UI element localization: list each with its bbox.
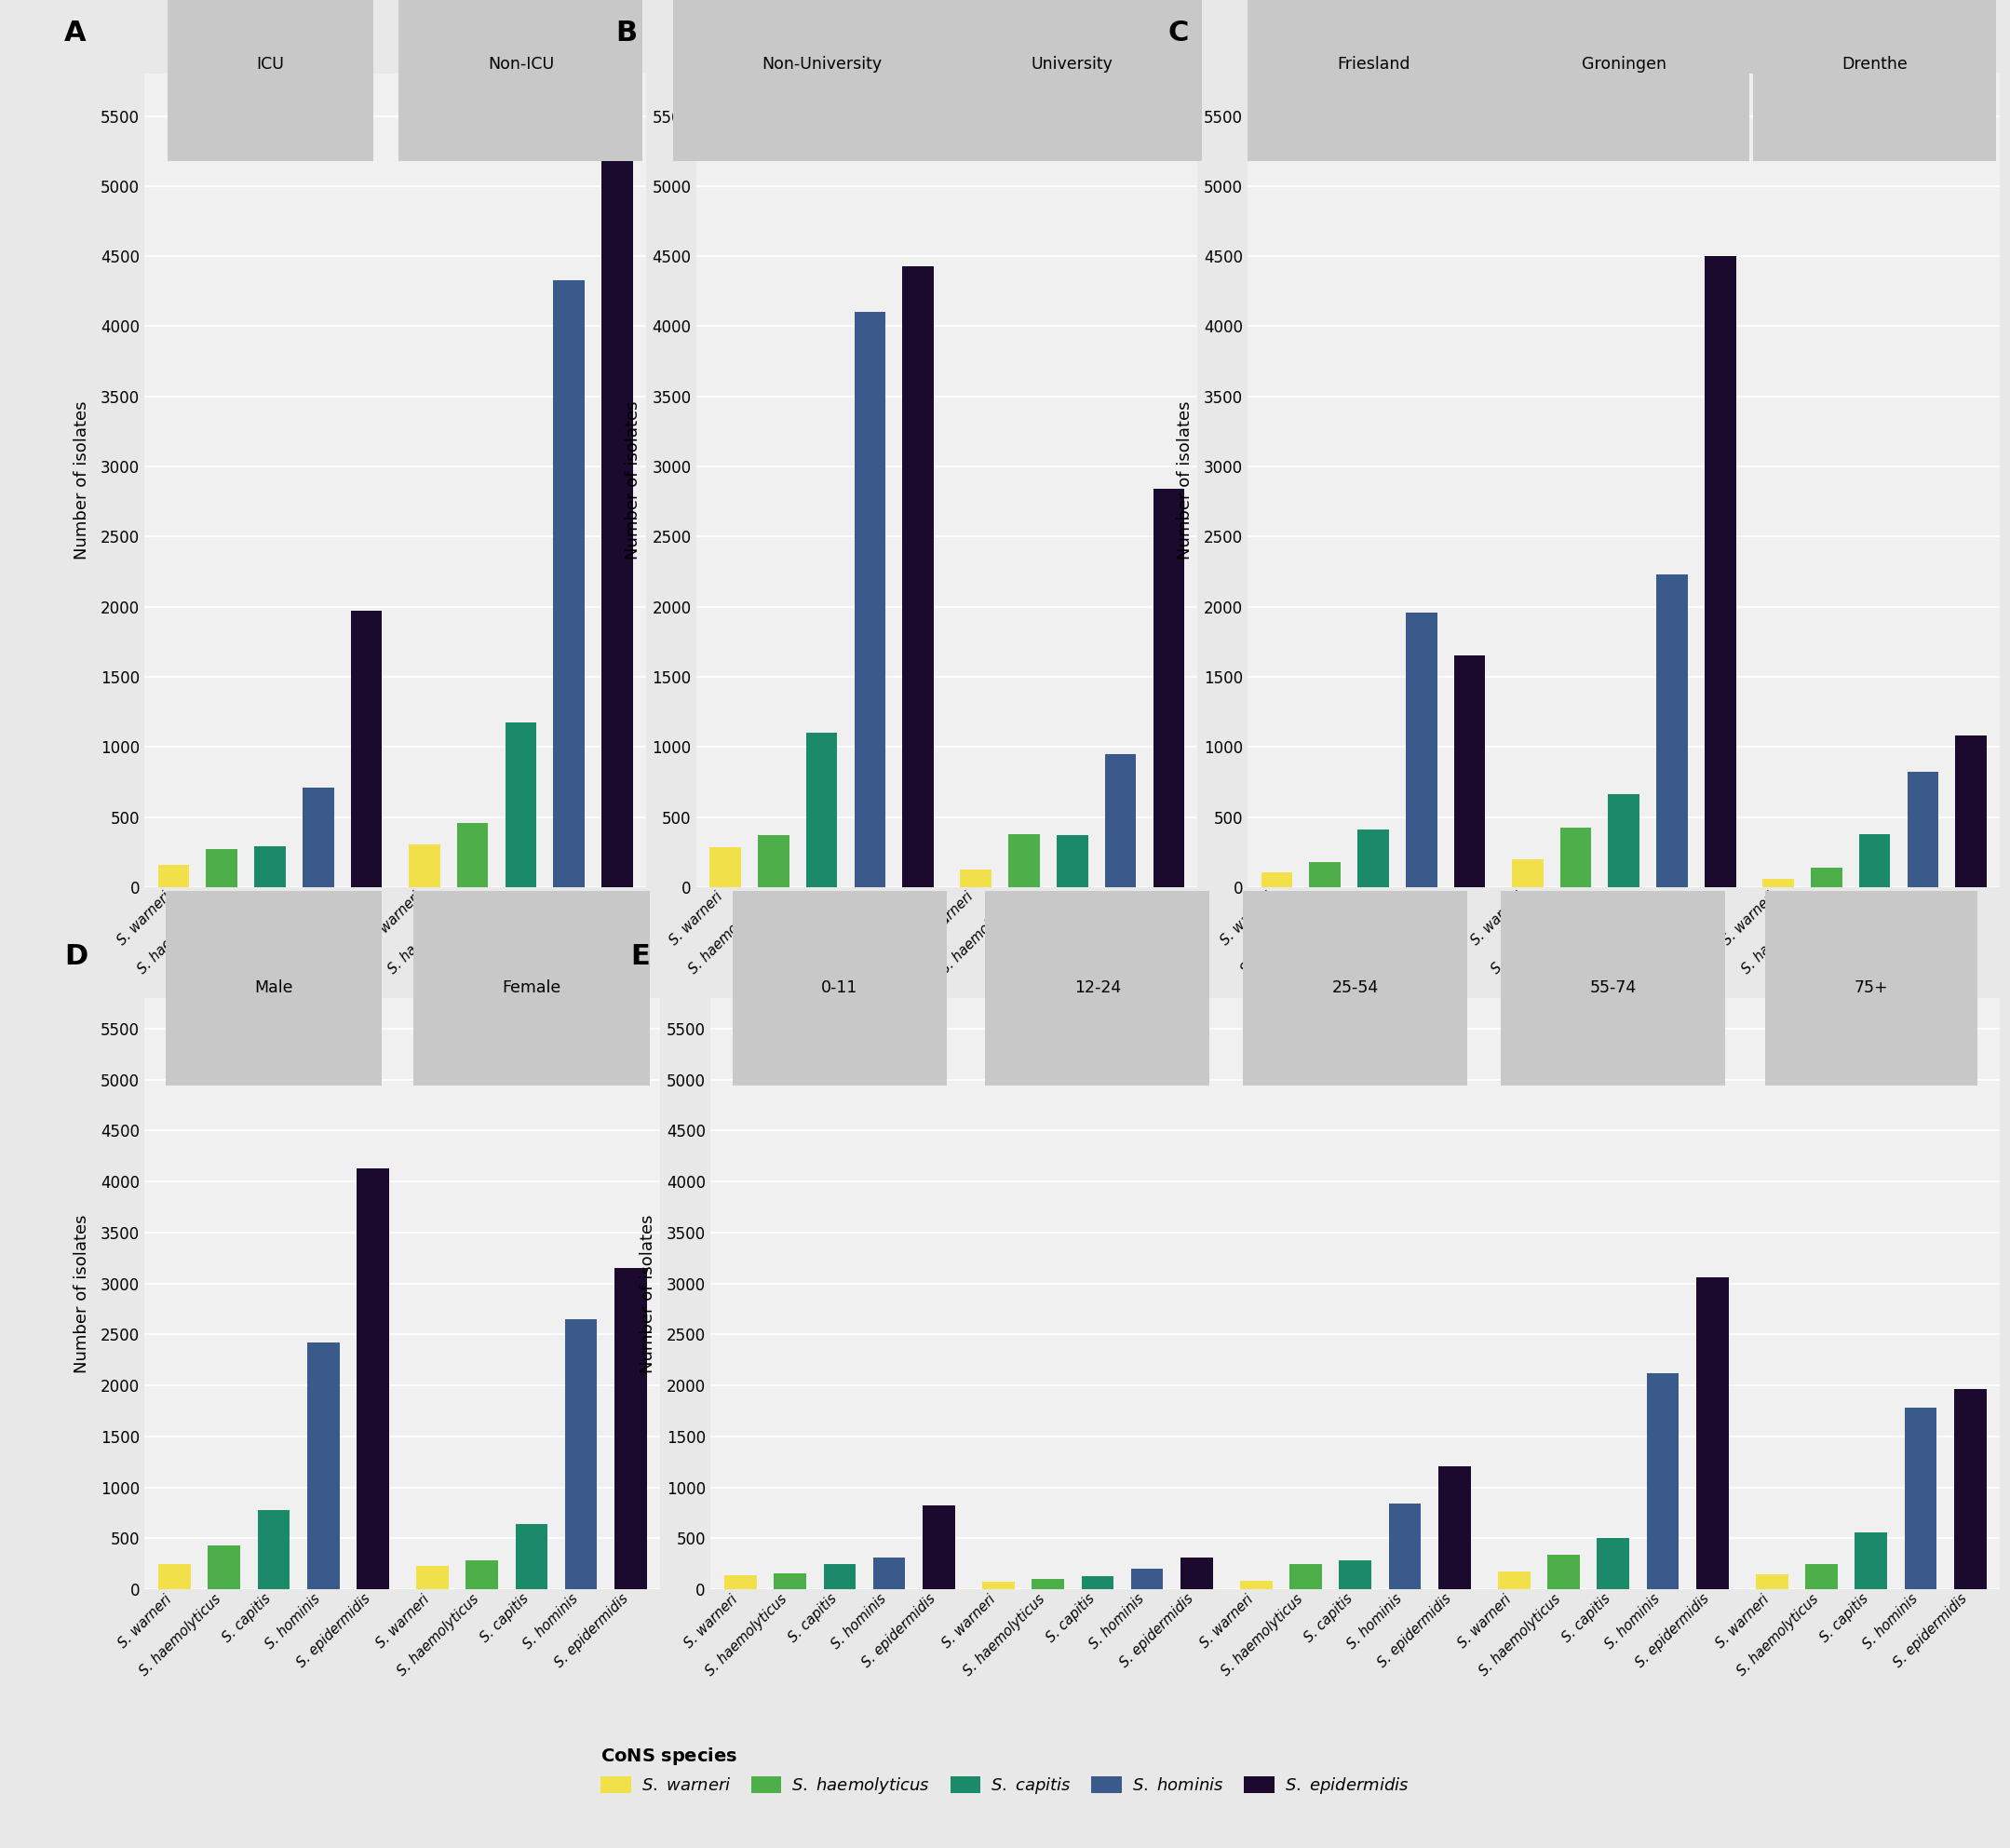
Bar [515,1525,547,1589]
Bar [207,1545,239,1589]
Y-axis label: Number of isolates: Number of isolates [625,401,641,560]
Legend: $\it{S.~warneri}$, $\it{S.~haemolyticus}$, $\it{S.~capitis}$, $\it{S.~hominis}$,: $\it{S.~warneri}$, $\it{S.~haemolyticus}… [595,1739,1415,1802]
Bar [923,1506,955,1589]
Bar [601,142,633,887]
Title: Drenthe: Drenthe [1841,55,1907,72]
Bar [553,281,585,887]
Bar [1031,1578,1063,1589]
Title: University: University [1031,55,1114,72]
Title: 25-54: 25-54 [1333,979,1379,996]
Bar [565,1319,597,1589]
Bar [159,865,189,887]
Bar [1608,795,1640,887]
Bar [983,1582,1015,1589]
Y-axis label: Number of isolates: Number of isolates [72,1214,90,1373]
Bar [1704,257,1737,887]
Y-axis label: Number of isolates: Number of isolates [639,1214,655,1373]
Title: Female: Female [502,979,561,996]
Bar [1154,490,1184,887]
Title: Non-University: Non-University [762,55,882,72]
Bar [1009,835,1039,887]
Bar [806,734,838,887]
Bar [774,1573,806,1589]
Title: 0-11: 0-11 [822,979,858,996]
Bar [1081,1576,1114,1589]
Bar [710,846,742,887]
Bar [207,850,237,887]
Bar [1956,736,1986,887]
Bar [758,835,790,887]
Title: Groningen: Groningen [1582,55,1666,72]
Bar [308,1342,340,1589]
Bar [408,845,440,887]
Bar [456,822,488,887]
Bar [1357,830,1389,887]
Bar [1646,1373,1678,1589]
Bar [255,846,285,887]
Bar [1598,1538,1630,1589]
Bar [1696,1277,1729,1589]
Bar [1497,1571,1530,1589]
Bar [1763,880,1793,887]
Bar [1805,1563,1837,1589]
Bar [466,1560,498,1589]
Title: Non-ICU: Non-ICU [488,55,555,72]
Text: E: E [631,942,649,970]
Bar [1755,1574,1789,1589]
Bar [1180,1558,1212,1589]
Bar [1389,1504,1421,1589]
Bar [1240,1580,1272,1589]
Bar [159,1563,191,1589]
Text: C: C [1168,18,1188,46]
Bar [1439,1467,1471,1589]
Bar [872,1558,904,1589]
Bar [352,612,382,887]
Bar [854,312,886,887]
Text: B: B [615,18,637,46]
Bar [615,1268,647,1589]
Bar [1656,575,1688,887]
Title: 75+: 75+ [1853,979,1887,996]
Title: 12-24: 12-24 [1073,979,1122,996]
Title: ICU: ICU [255,55,283,72]
Bar [1290,1563,1323,1589]
Bar [824,1563,856,1589]
Bar [1309,863,1341,887]
Bar [1560,828,1592,887]
Bar [1405,612,1437,887]
Bar [1512,859,1544,887]
Text: D: D [64,942,88,970]
Y-axis label: Number of isolates: Number of isolates [72,401,90,560]
Text: A: A [64,18,86,46]
Bar [1811,867,1841,887]
Bar [1260,872,1292,887]
Y-axis label: Number of isolates: Number of isolates [1176,401,1194,560]
Bar [1905,1408,1938,1589]
Bar [961,870,991,887]
Bar [1855,1532,1887,1589]
Title: Male: Male [255,979,293,996]
Bar [505,723,537,887]
Title: Friesland: Friesland [1337,55,1409,72]
Bar [1339,1560,1371,1589]
Bar [356,1168,390,1589]
Bar [257,1510,289,1589]
Bar [902,266,935,887]
Title: 55-74: 55-74 [1590,979,1636,996]
Bar [1859,835,1889,887]
Bar [1954,1390,1986,1589]
Bar [1132,1569,1164,1589]
Bar [304,787,334,887]
Bar [724,1574,756,1589]
Bar [1106,754,1136,887]
Bar [416,1567,448,1589]
Bar [1453,656,1485,887]
Bar [1907,772,1938,887]
Bar [1057,835,1087,887]
Bar [1548,1554,1580,1589]
